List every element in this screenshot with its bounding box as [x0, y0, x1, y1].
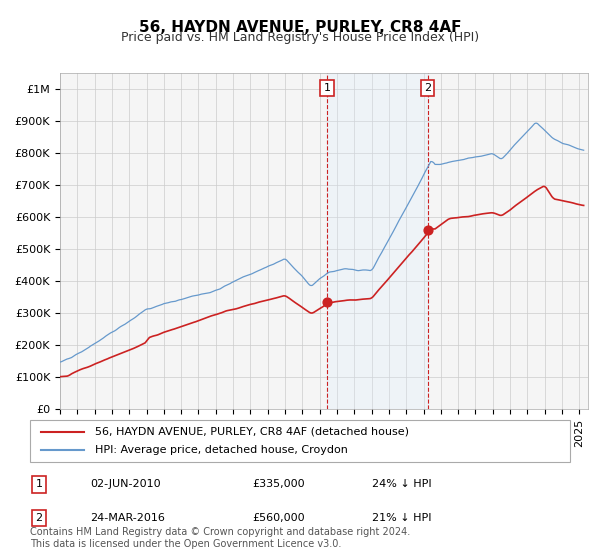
Text: £335,000: £335,000	[252, 479, 305, 489]
Text: 56, HAYDN AVENUE, PURLEY, CR8 4AF (detached house): 56, HAYDN AVENUE, PURLEY, CR8 4AF (detac…	[95, 427, 409, 437]
Text: Contains HM Land Registry data © Crown copyright and database right 2024.
This d: Contains HM Land Registry data © Crown c…	[30, 527, 410, 549]
Text: £560,000: £560,000	[252, 513, 305, 523]
Text: 56, HAYDN AVENUE, PURLEY, CR8 4AF: 56, HAYDN AVENUE, PURLEY, CR8 4AF	[139, 20, 461, 35]
Text: 24% ↓ HPI: 24% ↓ HPI	[372, 479, 431, 489]
Text: 1: 1	[35, 479, 43, 489]
Text: HPI: Average price, detached house, Croydon: HPI: Average price, detached house, Croy…	[95, 445, 347, 455]
Text: 2: 2	[424, 83, 431, 93]
Bar	[327, 73, 428, 409]
Text: Price paid vs. HM Land Registry's House Price Index (HPI): Price paid vs. HM Land Registry's House …	[121, 31, 479, 44]
Point	[322, 297, 332, 306]
Text: 1: 1	[323, 83, 331, 93]
Text: 24-MAR-2016: 24-MAR-2016	[90, 513, 165, 523]
Text: 21% ↓ HPI: 21% ↓ HPI	[372, 513, 431, 523]
FancyBboxPatch shape	[30, 420, 570, 462]
Text: 02-JUN-2010: 02-JUN-2010	[90, 479, 161, 489]
Text: 2: 2	[35, 513, 43, 523]
Point	[423, 225, 433, 234]
